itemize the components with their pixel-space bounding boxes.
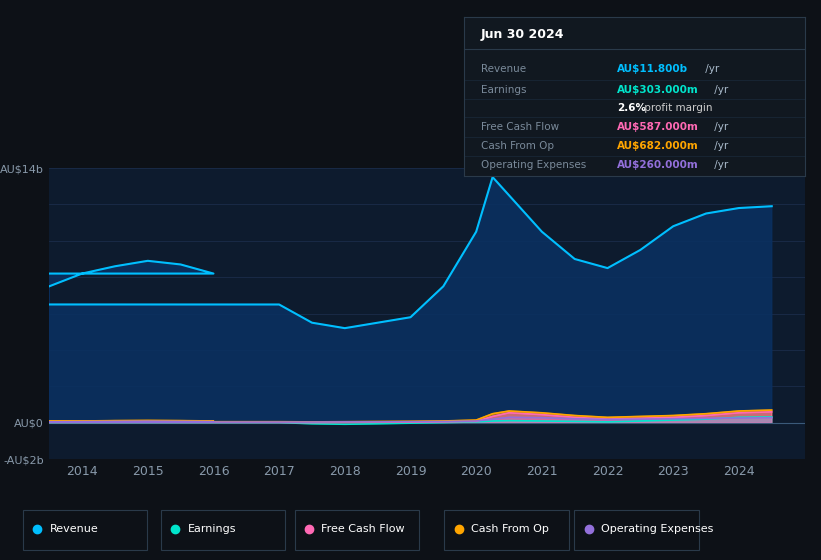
Text: AU$11.800b: AU$11.800b (617, 64, 688, 74)
Text: Operating Expenses: Operating Expenses (601, 524, 713, 534)
Text: AU$682.000m: AU$682.000m (617, 141, 699, 151)
Text: Free Cash Flow: Free Cash Flow (322, 524, 405, 534)
Text: 2.6%: 2.6% (617, 103, 646, 113)
Text: Revenue: Revenue (49, 524, 99, 534)
Text: AU$260.000m: AU$260.000m (617, 160, 699, 170)
Text: Operating Expenses: Operating Expenses (481, 160, 586, 170)
Text: profit margin: profit margin (641, 103, 713, 113)
Text: Cash From Op: Cash From Op (481, 141, 554, 151)
Text: Jun 30 2024: Jun 30 2024 (481, 28, 564, 41)
Text: /yr: /yr (702, 64, 720, 74)
Text: /yr: /yr (711, 160, 728, 170)
Text: Cash From Op: Cash From Op (471, 524, 549, 534)
Text: Free Cash Flow: Free Cash Flow (481, 122, 559, 132)
Text: Earnings: Earnings (481, 85, 526, 95)
Text: /yr: /yr (711, 141, 728, 151)
Text: AU$587.000m: AU$587.000m (617, 122, 699, 132)
Text: AU$303.000m: AU$303.000m (617, 85, 699, 95)
Text: /yr: /yr (711, 122, 728, 132)
Text: /yr: /yr (711, 85, 728, 95)
Text: Earnings: Earnings (187, 524, 236, 534)
Text: Revenue: Revenue (481, 64, 526, 74)
